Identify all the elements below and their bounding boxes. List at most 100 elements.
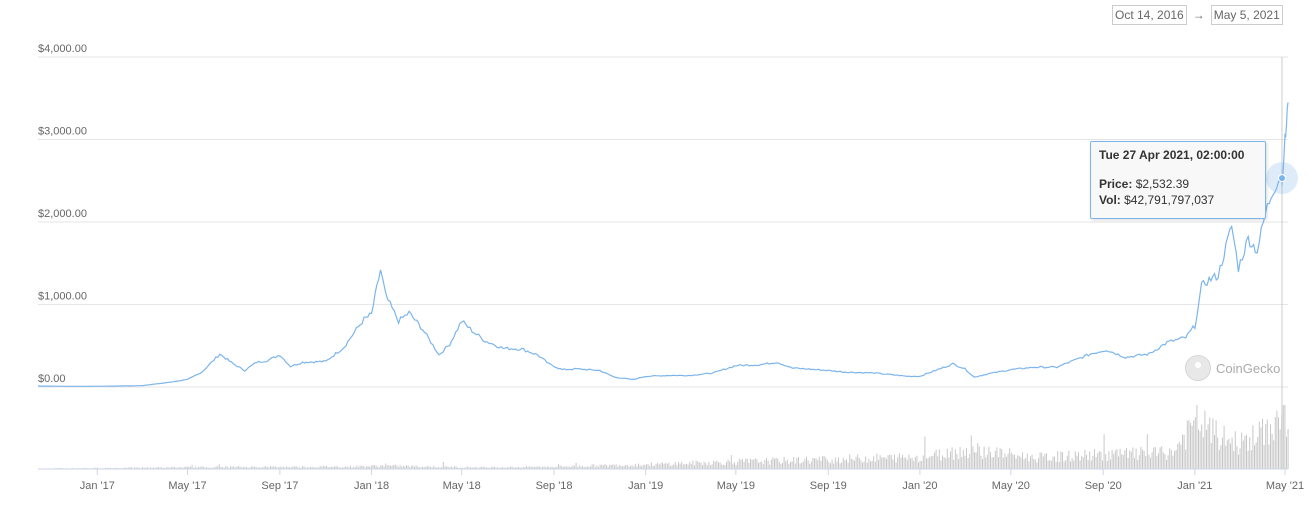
volume-bar — [1023, 459, 1025, 469]
grid-lines — [38, 56, 1288, 388]
volume-bar — [142, 467, 143, 469]
volume-bar — [882, 457, 884, 469]
volume-bar — [601, 464, 603, 469]
volume-bar — [1153, 447, 1155, 469]
date-range-from[interactable]: Oct 14, 2016 — [1112, 5, 1187, 25]
volume-bar — [986, 454, 988, 469]
volume-bar — [228, 467, 230, 469]
volume-bar — [300, 467, 302, 469]
volume-bar — [1052, 456, 1054, 469]
volume-bar — [878, 460, 879, 469]
volume-bar — [916, 455, 918, 469]
volume-bar — [710, 465, 711, 469]
volume-bar — [166, 467, 167, 469]
volume-bar — [818, 456, 820, 469]
volume-bar — [788, 463, 790, 469]
volume-bar — [202, 466, 204, 469]
volume-bar — [1218, 449, 1220, 469]
volume-bar — [954, 449, 956, 469]
volume-bar — [153, 467, 155, 469]
x-tick-label: May '18 — [443, 480, 481, 492]
volume-bar — [1164, 454, 1166, 469]
volume-bar — [815, 458, 817, 469]
volume-bar — [1036, 462, 1038, 469]
volume-bar — [463, 467, 465, 469]
volume-bar — [1108, 451, 1110, 469]
volume-bar — [108, 467, 110, 469]
hover-marker[interactable] — [1277, 174, 1286, 183]
volume-bar — [1087, 460, 1089, 469]
volume-bar — [1078, 452, 1079, 469]
volume-bar — [969, 454, 971, 469]
volume-bar — [156, 467, 158, 469]
volume-bar — [297, 467, 299, 469]
volume-bar — [374, 465, 375, 469]
volume-bar — [639, 465, 641, 469]
volume-bar — [399, 465, 401, 469]
volume-bar — [1154, 447, 1156, 469]
volume-bar — [687, 464, 689, 469]
volume-bar — [599, 464, 601, 469]
volume-bar — [105, 467, 107, 469]
volume-bar — [674, 462, 676, 469]
date-range-to[interactable]: May 5, 2021 — [1210, 5, 1283, 25]
volume-bar — [682, 464, 684, 469]
volume-bar — [1246, 434, 1247, 469]
volume-bar — [999, 448, 1001, 469]
volume-bar — [1138, 455, 1140, 469]
volume-bar — [1167, 455, 1169, 469]
volume-bar — [746, 459, 748, 469]
volume-bar — [858, 457, 860, 469]
volume-bar — [1182, 434, 1183, 469]
y-tick-label: $2,000.00 — [38, 208, 87, 220]
volume-bar — [258, 467, 260, 469]
volume-bar — [1178, 442, 1180, 469]
volume-bar — [1074, 451, 1076, 469]
volume-bar — [798, 457, 799, 469]
volume-bar — [671, 465, 673, 469]
volume-bar — [470, 467, 471, 469]
volume-bar — [772, 457, 774, 469]
volume-bar — [138, 467, 140, 469]
volume-bar — [239, 466, 241, 469]
volume-bar — [343, 467, 345, 469]
x-axis-labels: Jan '17 May '17 Sep '17 Jan '18 May '18 Sep '… — [80, 469, 1304, 492]
volume-bar — [460, 467, 462, 469]
volume-bar — [1217, 437, 1219, 469]
volume-bar — [394, 464, 396, 469]
volume-bar — [506, 467, 508, 469]
volume-bar — [1068, 450, 1070, 469]
volume-bar — [337, 466, 339, 469]
volume-bar — [97, 467, 99, 469]
volume-bar — [692, 460, 694, 469]
volume-bar — [638, 463, 639, 469]
volume-bar — [468, 467, 470, 469]
volume-bars — [38, 405, 1289, 469]
volume-bar — [881, 457, 883, 469]
volume-bar — [386, 465, 388, 469]
volume-bar — [702, 465, 703, 469]
volume-bar — [553, 467, 555, 469]
volume-bar — [586, 466, 588, 469]
volume-bar — [1127, 457, 1129, 469]
volume-bar — [783, 456, 785, 469]
volume-bar — [172, 466, 174, 469]
volume-bar — [1249, 437, 1251, 469]
volume-bar — [281, 467, 283, 469]
volume-bar — [511, 466, 513, 469]
volume-bar — [961, 457, 963, 469]
volume-bar — [686, 463, 687, 469]
volume-bar — [559, 465, 561, 469]
volume-bar — [1062, 452, 1063, 469]
volume-bar — [953, 459, 955, 469]
volume-bar — [790, 461, 791, 469]
volume-bar — [1044, 453, 1046, 469]
volume-bar — [828, 462, 830, 469]
volume-bar — [495, 467, 497, 469]
volume-bar — [1158, 453, 1159, 469]
volume-bar — [1161, 446, 1163, 469]
volume-bar — [604, 464, 606, 469]
volume-bar — [890, 455, 892, 469]
volume-bar — [1055, 461, 1057, 469]
